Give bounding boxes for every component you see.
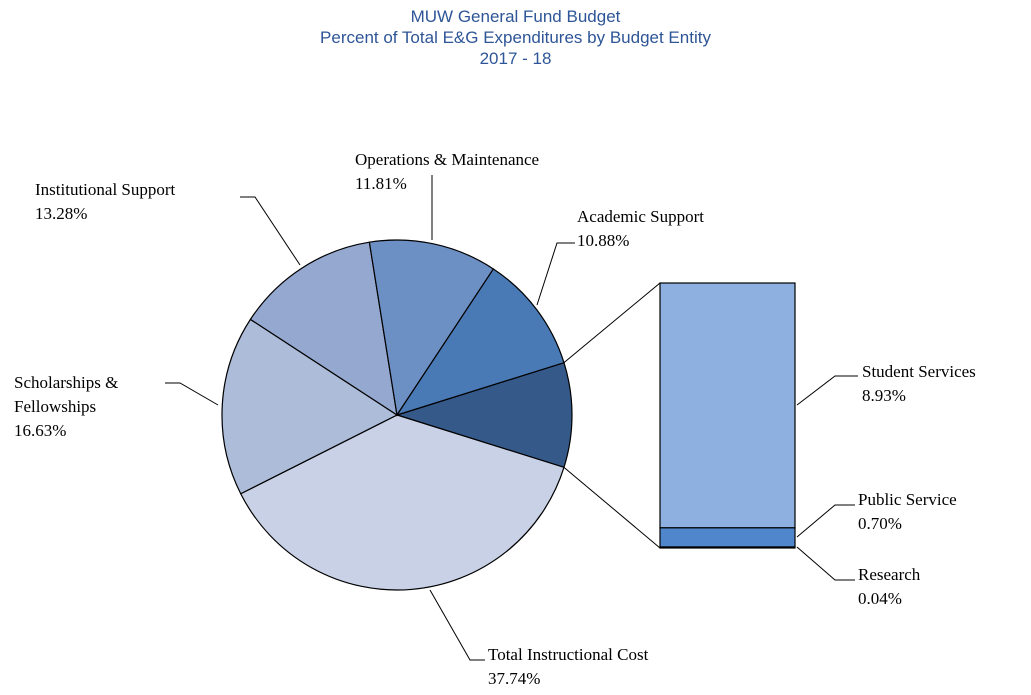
pie-slice [368,239,495,417]
category-label: Research [858,565,921,584]
leader-line [429,589,485,661]
leader-line [165,382,219,406]
pie-slice [249,241,398,417]
value-label: 0.04% [858,589,902,608]
bar-segment [659,282,796,529]
category-label: Total Instructional Cost [488,645,649,664]
category-label: Operations & Maintenance [355,150,540,169]
value-label: 13.28% [35,204,88,223]
category-label: Institutional Support [35,180,176,199]
category-label: Academic Support [577,207,704,226]
value-label: 16.63% [14,421,67,440]
leader-line [796,375,858,406]
pie-slice-other [394,361,573,469]
leader-line [796,546,855,581]
pie-slice [221,318,399,495]
chart-title: MUW General Fund Budget [410,7,621,26]
leader-line [536,242,575,306]
value-label: 0.70% [858,514,902,533]
chart-subtitle: Percent of Total E&G Expenditures by Bud… [320,28,711,47]
value-label: 8.93% [862,386,906,405]
category-label: Public Service [858,490,957,509]
chart-subtitle: 2017 - 18 [479,49,552,68]
pie-slice [239,414,565,591]
connector-line [563,282,661,364]
bar-segment [659,527,796,548]
category-label: Student Services [862,362,976,381]
leader-line [240,196,301,266]
value-label: 37.74% [488,669,541,688]
category-label: Scholarships & Fellowships [14,373,119,416]
value-label: 10.88% [577,231,630,250]
pie-slice [395,268,565,417]
leader-line [796,504,855,538]
value-label: 11.81% [355,174,407,193]
connector-line [563,466,661,549]
